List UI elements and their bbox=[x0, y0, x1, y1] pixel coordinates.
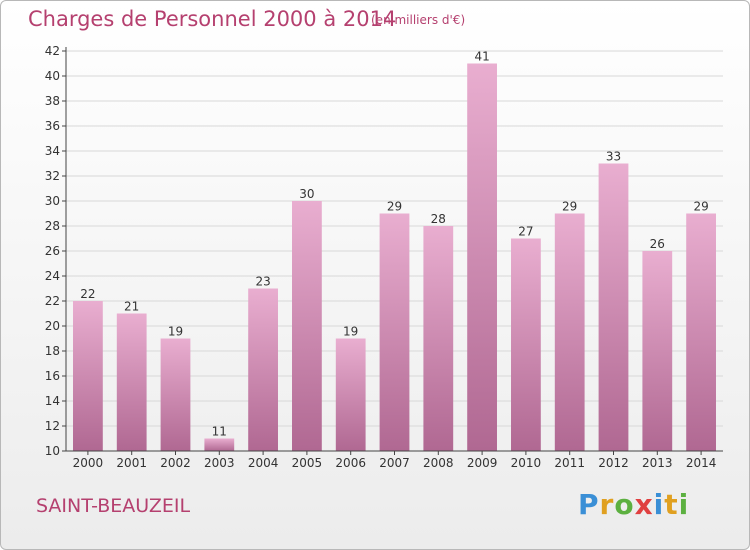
y-tick-label: 32 bbox=[45, 169, 60, 183]
y-tick-label: 30 bbox=[45, 194, 60, 208]
y-tick-label: 40 bbox=[45, 69, 60, 83]
x-tick-label-2005: 2005 bbox=[292, 456, 323, 470]
y-tick-label: 42 bbox=[45, 44, 60, 58]
data-label-2013: 26 bbox=[650, 237, 665, 251]
data-label-2009: 41 bbox=[474, 50, 489, 64]
y-tick-label: 22 bbox=[45, 294, 60, 308]
x-tick-label-2014: 2014 bbox=[686, 456, 717, 470]
data-label-2011: 29 bbox=[562, 200, 577, 214]
y-tick-label: 16 bbox=[45, 369, 60, 383]
bar-2008 bbox=[423, 226, 454, 451]
bar-2011 bbox=[554, 213, 585, 451]
y-tick-label: 18 bbox=[45, 344, 60, 358]
x-tick-label-2008: 2008 bbox=[423, 456, 454, 470]
data-label-2014: 29 bbox=[693, 200, 708, 214]
data-label-2005: 30 bbox=[299, 187, 314, 201]
bar-2009 bbox=[467, 63, 497, 451]
bar-2010 bbox=[511, 238, 541, 451]
data-label-2000: 22 bbox=[80, 287, 95, 301]
bar-2007 bbox=[379, 213, 410, 451]
x-tick-label-2000: 2000 bbox=[73, 456, 104, 470]
data-label-2007: 29 bbox=[387, 200, 402, 214]
x-tick-label-2009: 2009 bbox=[467, 456, 498, 470]
y-tick-label: 28 bbox=[45, 219, 60, 233]
bar-2001 bbox=[116, 313, 147, 451]
data-label-2008: 28 bbox=[431, 212, 446, 226]
y-tick-label: 12 bbox=[45, 419, 60, 433]
x-tick-label-2003: 2003 bbox=[204, 456, 235, 470]
x-tick-label-2011: 2011 bbox=[554, 456, 585, 470]
data-label-2001: 21 bbox=[124, 300, 139, 314]
data-label-2003: 11 bbox=[212, 425, 227, 439]
bars bbox=[73, 63, 716, 451]
data-labels: 22 21 19 11 23 30 19 29 28 41 27 29 33 26 29 bbox=[80, 50, 708, 439]
bar-2004 bbox=[248, 288, 278, 451]
data-label-2004: 23 bbox=[255, 275, 270, 289]
y-tick-label: 20 bbox=[45, 319, 60, 333]
proxiti-logo: Proxiti bbox=[578, 488, 690, 521]
data-label-2012: 33 bbox=[606, 150, 621, 164]
x-tick-label-2013: 2013 bbox=[642, 456, 673, 470]
y-tick-label: 34 bbox=[45, 144, 60, 158]
data-label-2010: 27 bbox=[518, 225, 533, 239]
bar-2002 bbox=[160, 338, 191, 451]
bar-2012 bbox=[598, 163, 629, 451]
bar-2014 bbox=[686, 213, 716, 451]
y-tick-label: 14 bbox=[45, 394, 60, 408]
y-tick-label: 38 bbox=[45, 94, 60, 108]
x-tick-label-2012: 2012 bbox=[598, 456, 629, 470]
x-tick-label-2007: 2007 bbox=[379, 456, 410, 470]
data-label-2006: 19 bbox=[343, 325, 358, 339]
chart-subtitle: (en milliers d'€) bbox=[371, 13, 466, 27]
x-tick-label-2001: 2001 bbox=[116, 456, 147, 470]
x-tick-label-2010: 2010 bbox=[511, 456, 542, 470]
y-tick-label: 36 bbox=[45, 119, 60, 133]
x-tick-label-2006: 2006 bbox=[335, 456, 366, 470]
y-tick-label: 24 bbox=[45, 269, 60, 283]
bar-2013 bbox=[642, 251, 673, 451]
bar-2006 bbox=[335, 338, 366, 451]
y-tick-label: 26 bbox=[45, 244, 60, 258]
x-tick-label-2004: 2004 bbox=[248, 456, 279, 470]
data-label-2002: 19 bbox=[168, 325, 183, 339]
y-tick-label: 10 bbox=[45, 444, 60, 458]
chart-title: Charges de Personnel 2000 à 2014 bbox=[28, 7, 397, 31]
bar-2005 bbox=[292, 201, 322, 451]
commune-name: SAINT-BEAUZEIL bbox=[36, 495, 191, 517]
bar-2000 bbox=[73, 301, 103, 451]
x-tick-label-2002: 2002 bbox=[160, 456, 191, 470]
bar-2003 bbox=[204, 438, 235, 451]
axes: 10 12 14 16 18 20 22 24 26 28 30 32 34 36 38 40 42 2000 20… bbox=[45, 44, 723, 470]
